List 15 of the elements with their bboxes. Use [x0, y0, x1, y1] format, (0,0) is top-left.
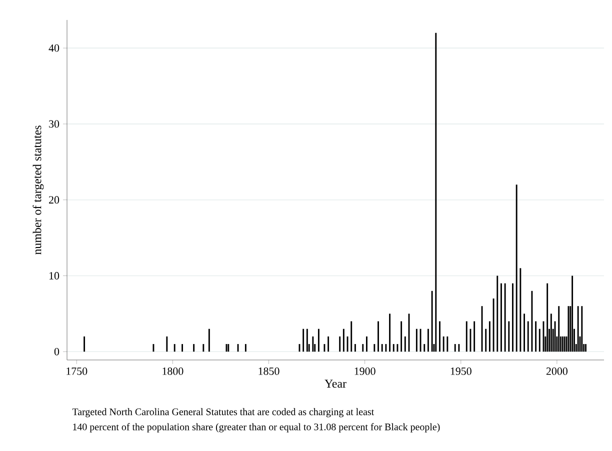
y-tick-label: 0	[54, 348, 60, 356]
text: 140 percent of the population share (greater than or equal to 31.08 percent for Black people)	[73, 423, 440, 432]
y-tick-label: 20	[49, 196, 60, 204]
y-tick-label: 30	[49, 120, 60, 128]
x-tick-label: 1850	[258, 368, 280, 375]
y-tick-label: 10	[50, 272, 60, 280]
y-tick-label: 40	[48, 44, 60, 52]
y-axis-title: number of targeted statutes	[32, 126, 44, 254]
text: Targeted North Carolina General Statutes that are coded as charging at least	[72, 408, 374, 418]
x-tick-label: 1900	[354, 368, 376, 375]
x-tick-label: 1750	[66, 368, 88, 375]
x-tick-label: 1800	[162, 368, 184, 375]
x-axis-title: Year	[324, 380, 346, 388]
x-tick-label: 1950	[450, 368, 472, 375]
x-tick-label: 2000	[546, 368, 568, 375]
